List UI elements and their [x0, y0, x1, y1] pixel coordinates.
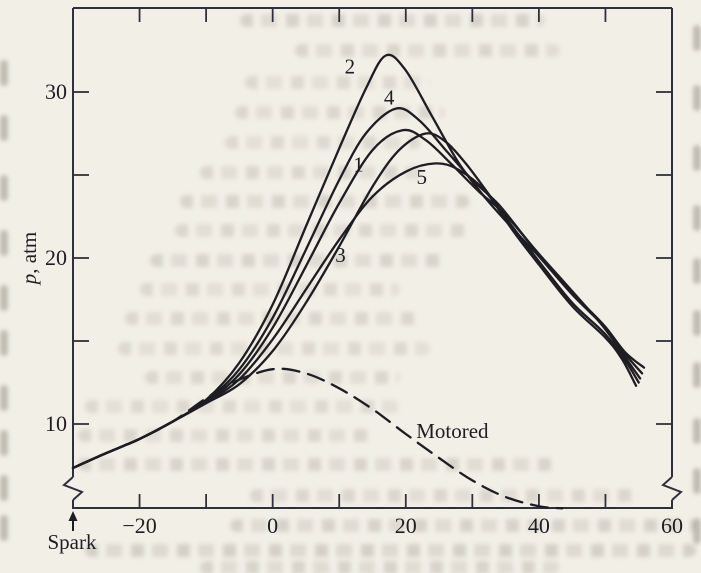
curve-label-3: 3	[335, 243, 346, 267]
curve-cycle-3	[71, 132, 640, 470]
y-tick-label: 20	[45, 245, 67, 270]
curve-label-motored: Motored	[416, 419, 489, 443]
x-tick-label: 20	[395, 513, 417, 538]
right-axis-break-icon	[661, 476, 683, 501]
y-tick-label: 10	[45, 411, 67, 436]
x-tick-label: 0	[267, 513, 278, 538]
y-tick-label: 30	[45, 79, 67, 104]
x-tick-label: 60	[661, 513, 683, 538]
curve-label-4: 4	[384, 85, 395, 109]
x-tick-label: −20	[122, 513, 156, 538]
left-axis-break-icon	[62, 476, 84, 501]
x-tick-label: 40	[528, 513, 550, 538]
spark-arrowhead-icon	[68, 511, 78, 521]
curve-cycle-1	[71, 128, 642, 470]
curve-label-2: 2	[345, 55, 356, 79]
curve-cycle-2	[71, 53, 646, 470]
curve-motored	[71, 367, 564, 510]
y-axis-label: p, atm	[17, 232, 41, 287]
curve-cycle-5	[71, 162, 638, 470]
curve-label-1: 1	[353, 153, 364, 177]
curve-label-5: 5	[417, 165, 428, 189]
spark-annotation: Spark	[48, 530, 97, 554]
